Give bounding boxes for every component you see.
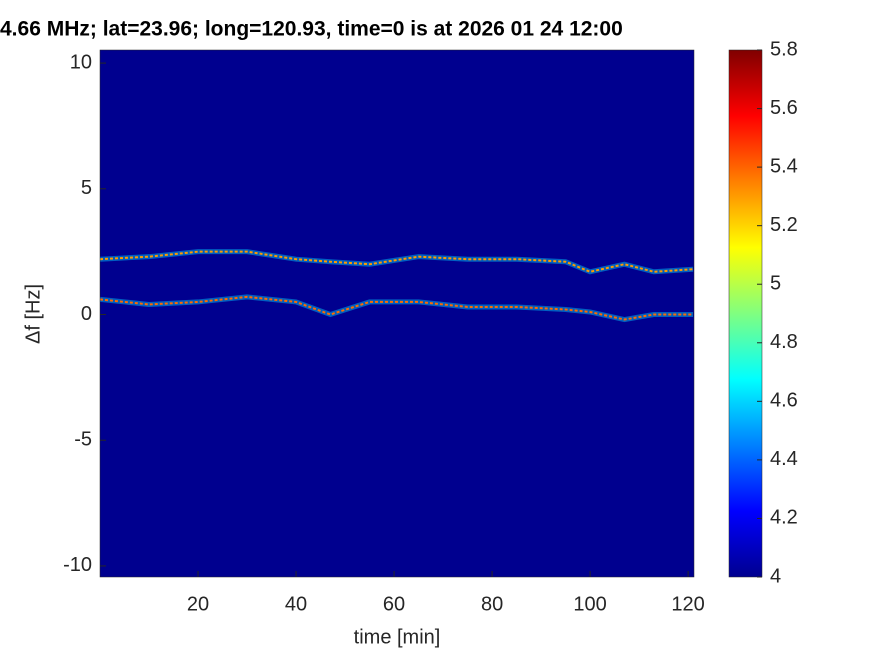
trace: [99, 250, 694, 273]
x-tick-label: 80: [481, 593, 503, 615]
x-tick-label: 60: [383, 593, 405, 615]
colorbar-tick-label: 5.6: [770, 97, 798, 119]
y-tick-label: 5: [81, 177, 92, 199]
colorbar-tick-label: 5.8: [770, 38, 798, 60]
colorbar-tick-label: 4.6: [770, 390, 798, 412]
y-axis-label: Δf [Hz]: [22, 284, 44, 344]
colorbar: [728, 49, 763, 578]
chart-title: 4.66 MHz; lat=23.96; long=120.93, time=0…: [0, 18, 623, 41]
colorbar-tick-label: 5.4: [770, 155, 798, 177]
colorbar-tick-label: 4.4: [770, 448, 798, 470]
plot-frame: [99, 49, 695, 578]
colorbar-tick-label: 5: [770, 273, 781, 295]
colorbar-tick-label: 4: [770, 565, 781, 587]
y-tick-label: 0: [81, 303, 92, 325]
x-axis-label: time [min]: [354, 626, 441, 648]
x-tick-label: 40: [285, 593, 307, 615]
trace-glow: [99, 294, 694, 323]
x-tick-label: 120: [671, 593, 704, 615]
y-tick-label: -10: [63, 554, 92, 576]
y-tick-label: 10: [70, 51, 92, 73]
colorbar-tick-label: 5.2: [770, 214, 798, 236]
colorbar-tick-label: 4.8: [770, 331, 798, 353]
y-tick-label: -5: [74, 429, 92, 451]
colorbar-tick-label: 4.2: [770, 507, 798, 529]
x-tick-label: 100: [573, 593, 606, 615]
x-tick-label: 20: [187, 593, 209, 615]
